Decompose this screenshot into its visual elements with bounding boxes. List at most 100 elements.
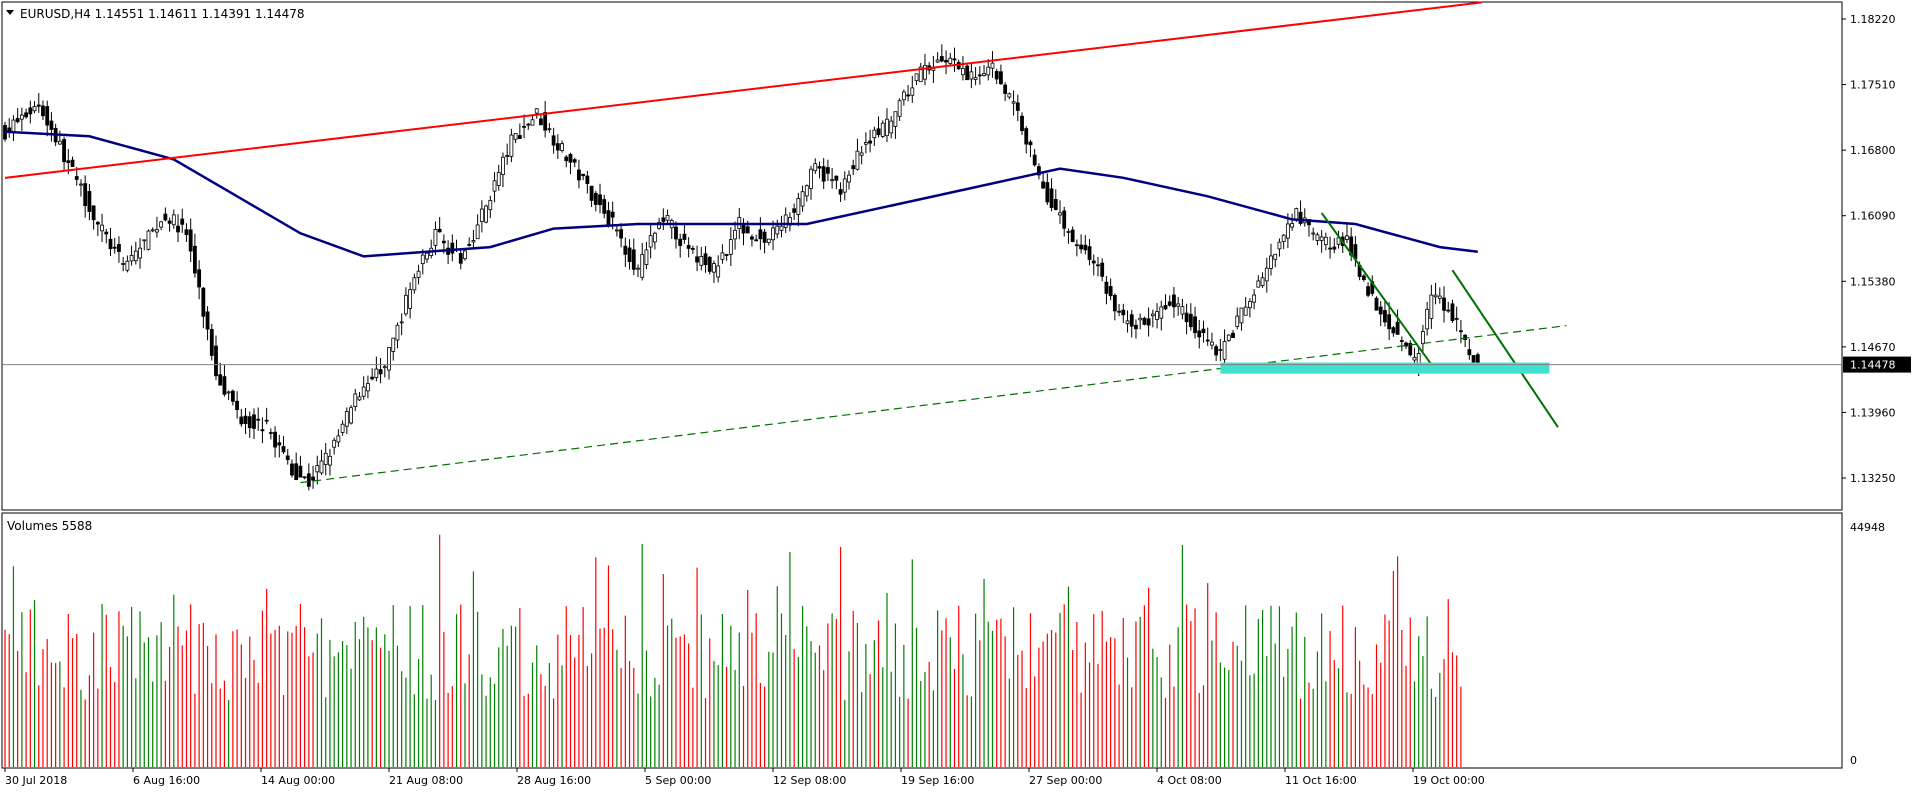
candle-body — [197, 269, 202, 288]
candle-body — [990, 62, 995, 69]
candle-body — [1045, 182, 1050, 203]
candle-body — [1108, 286, 1113, 297]
support-zone[interactable] — [1220, 362, 1550, 374]
candle-body — [87, 190, 92, 212]
candle-body — [728, 239, 733, 255]
candle-body — [695, 256, 699, 263]
dashed-support-trendline[interactable] — [300, 325, 1567, 484]
time-tick-label: 5 Sep 00:00 — [645, 774, 711, 787]
candle-body — [809, 168, 813, 189]
candle-body — [441, 240, 446, 244]
candle-body — [678, 238, 683, 246]
candle-body — [610, 211, 615, 218]
resistance-trendline[interactable] — [4, 1, 1483, 179]
time-tick-label: 19 Sep 16:00 — [901, 774, 974, 787]
candle-body — [1264, 267, 1269, 282]
candle-body — [889, 120, 894, 134]
candle-body — [817, 166, 822, 169]
candle-body — [1395, 321, 1400, 335]
candle-body — [1437, 295, 1442, 299]
candle-body — [205, 311, 210, 330]
candle-body — [1028, 141, 1033, 146]
candle-body — [1210, 341, 1214, 346]
candle-body — [201, 287, 206, 317]
candle-body — [1281, 234, 1286, 242]
volume-label: Volumes 5588 — [7, 519, 92, 533]
candle-body — [982, 73, 986, 76]
time-tick-label: 4 Oct 08:00 — [1157, 774, 1222, 787]
candle-body — [167, 220, 172, 224]
candle-body — [1058, 212, 1062, 216]
candle-body — [492, 180, 497, 192]
candle-body — [302, 476, 307, 479]
candle-body — [1475, 354, 1480, 364]
candle-body — [1463, 334, 1468, 341]
candle-body — [543, 112, 548, 131]
candle-body — [914, 73, 919, 82]
candle-body — [1096, 264, 1100, 267]
candle-body — [577, 169, 581, 181]
candle-body — [560, 143, 564, 151]
volume-panel[interactable] — [1, 512, 1843, 769]
candle-body — [1412, 356, 1417, 361]
candle-body — [285, 455, 290, 461]
candle-body — [631, 249, 636, 270]
candle-body — [273, 431, 277, 448]
candle-body — [425, 252, 429, 260]
candle-body — [522, 125, 526, 128]
time-axis: 30 Jul 2018 6 Aug 16:00 14 Aug 00:00 21 Aug… — [4, 768, 1485, 787]
candle-body — [1150, 313, 1155, 317]
candle-body — [104, 231, 109, 235]
candle-body — [83, 183, 88, 207]
candle-body — [868, 140, 872, 144]
candle-body — [1015, 102, 1020, 111]
candle-body — [1429, 294, 1434, 319]
candle-body — [530, 119, 535, 126]
candle-body — [467, 244, 472, 246]
candle-body — [939, 56, 944, 62]
candle-body — [539, 118, 543, 126]
candle-body — [15, 118, 20, 123]
candle-body — [1011, 101, 1016, 104]
candle-body — [57, 140, 62, 145]
candle-body — [163, 213, 168, 221]
time-tick-label: 21 Aug 08:00 — [389, 774, 463, 787]
candle-body — [1117, 310, 1121, 313]
candle-body — [125, 260, 130, 271]
candle-body — [1214, 346, 1219, 356]
time-tick-label: 28 Aug 16:00 — [517, 774, 591, 787]
candle-body — [526, 123, 531, 126]
candle-body — [771, 227, 775, 241]
candle-body — [897, 100, 902, 117]
dropdown-triangle-icon[interactable] — [6, 10, 14, 15]
candle-body — [965, 65, 970, 81]
candle-body — [1459, 330, 1463, 333]
candle-body — [766, 238, 771, 243]
candle-body — [792, 208, 797, 213]
candle-body — [893, 111, 898, 127]
candle-body — [298, 465, 303, 478]
candle-body — [353, 393, 358, 408]
candle-body — [682, 233, 687, 240]
candle-body — [564, 156, 569, 162]
candle-body — [754, 239, 759, 242]
down-trendline-2[interactable] — [1451, 269, 1559, 428]
candle-body — [171, 214, 176, 226]
candle-body — [551, 135, 556, 146]
candle-body — [1345, 235, 1349, 240]
candle-body — [602, 199, 607, 214]
price-panel[interactable] — [1, 1, 1843, 511]
svg-text:1.14478: 1.14478 — [1850, 359, 1896, 372]
candle-body — [615, 229, 619, 232]
candle-body — [1104, 281, 1109, 294]
down-trendline-1[interactable] — [1320, 212, 1433, 365]
candle-body — [762, 231, 767, 243]
candle-body — [121, 263, 126, 265]
candle-body — [260, 429, 265, 432]
candle-body — [944, 59, 948, 63]
candle-body — [222, 376, 227, 395]
candle-body — [1121, 309, 1126, 316]
candle-body — [585, 175, 590, 184]
candle-body — [513, 133, 518, 140]
